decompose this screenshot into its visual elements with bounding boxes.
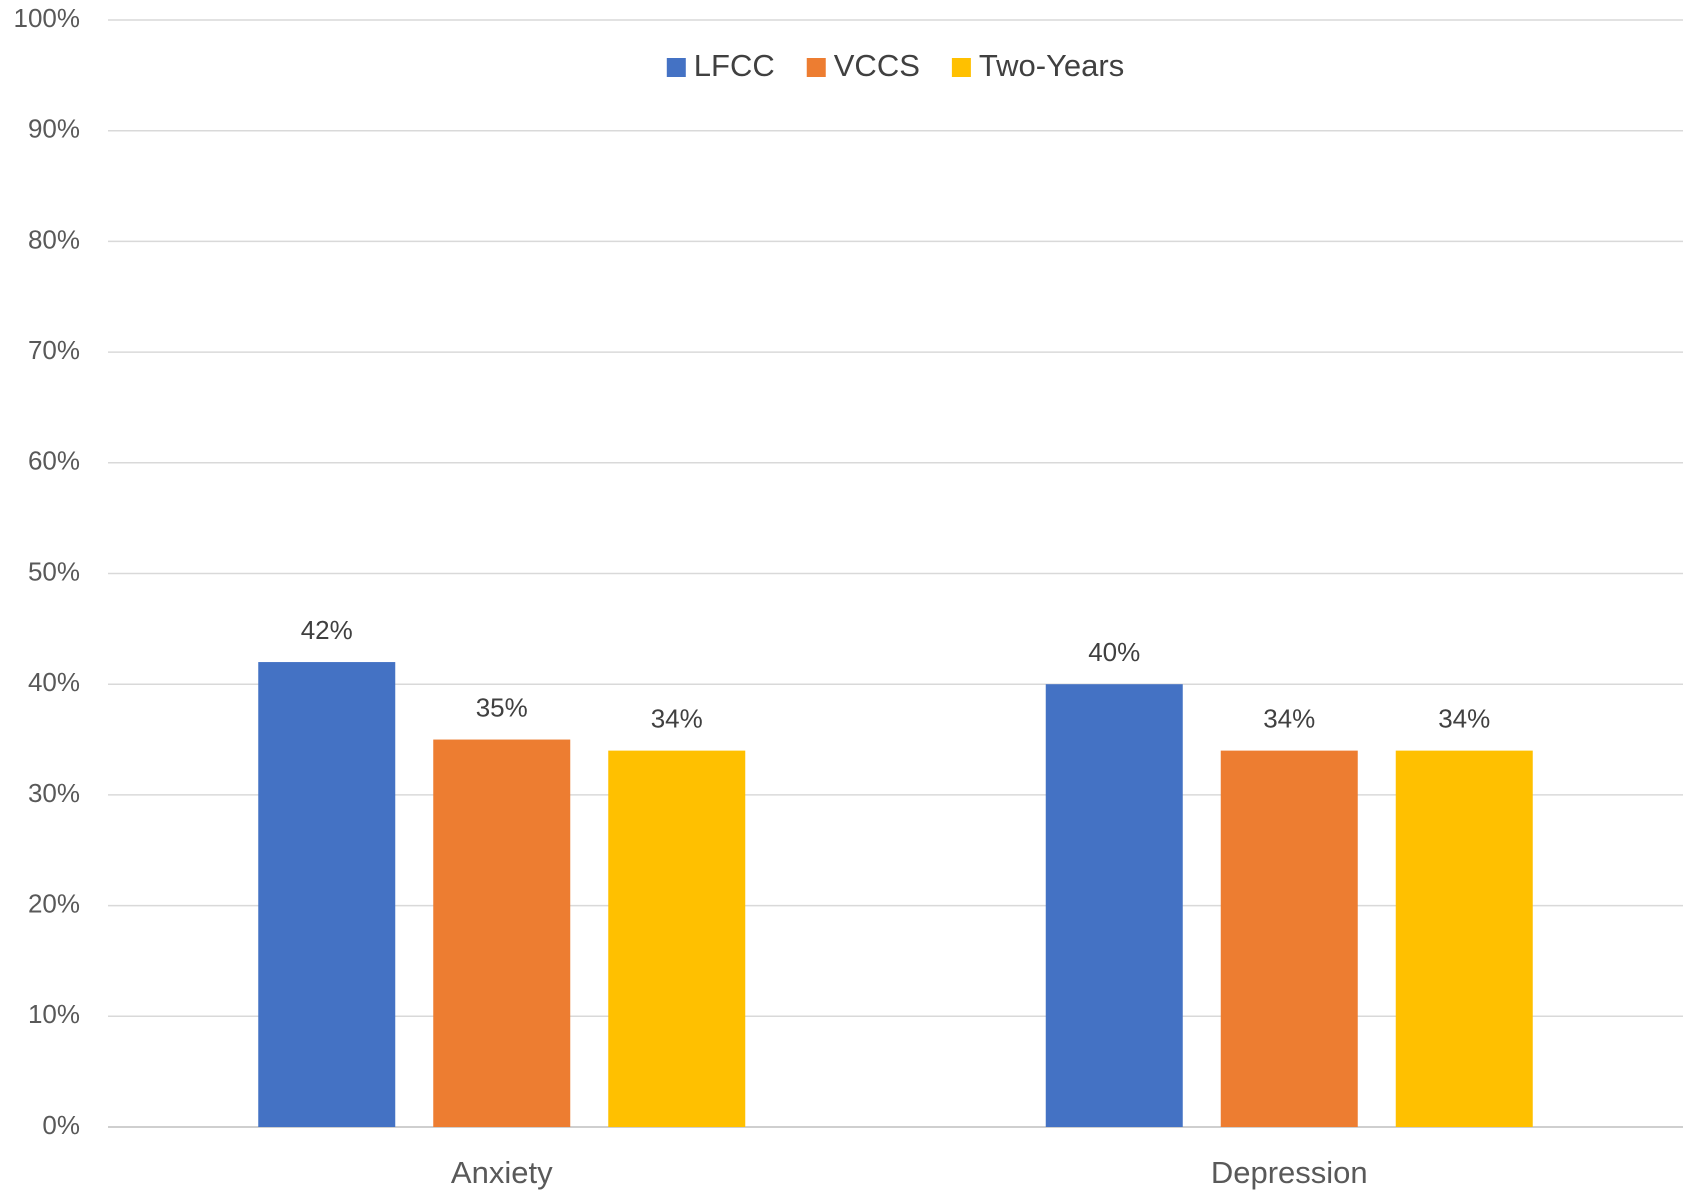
y-tick-label: 80% [28,224,80,254]
legend-label: VCCS [834,48,920,83]
bar [258,662,396,1127]
value-label: 42% [301,615,353,645]
x-tick-label: Anxiety [451,1155,553,1190]
legend-label: Two-Years [979,48,1124,83]
y-tick-label: 60% [28,446,80,476]
legend-label: LFCC [694,48,775,83]
value-label: 34% [1438,703,1490,733]
legend-swatch [666,58,686,77]
y-tick-label: 100% [14,3,81,33]
x-tick-label: Depression [1211,1155,1368,1190]
y-tick-label: 20% [28,888,80,918]
y-tick-label: 50% [28,556,80,586]
bar [1220,750,1358,1127]
y-tick-label: 10% [28,999,80,1029]
value-label: 40% [1088,637,1140,667]
legend-swatch [951,58,971,77]
y-tick-label: 70% [28,335,80,365]
y-tick-label: 0% [42,1110,80,1140]
bar [1045,684,1183,1127]
bar [608,750,746,1127]
bar [433,739,571,1127]
bar [1395,750,1533,1127]
y-tick-label: 90% [28,114,80,144]
value-label: 35% [476,692,528,722]
value-label: 34% [651,703,703,733]
y-tick-label: 40% [28,667,80,697]
value-label: 34% [1263,703,1315,733]
y-tick-label: 30% [28,778,80,808]
legend-swatch [806,58,826,77]
